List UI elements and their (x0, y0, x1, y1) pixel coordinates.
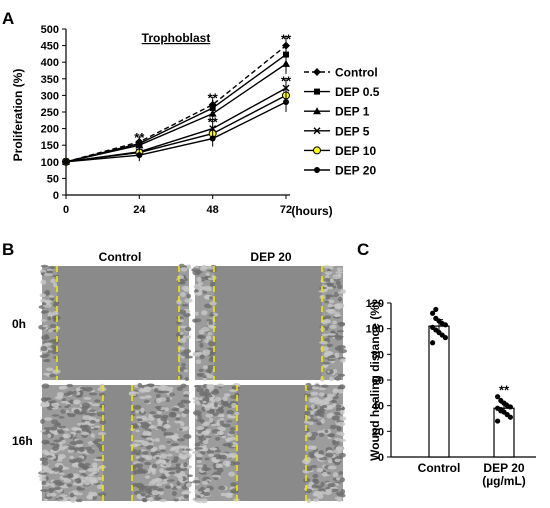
data-point (442, 335, 448, 341)
panel-letter-a: A (2, 9, 14, 28)
data-point (135, 141, 144, 149)
series-line (65, 87, 287, 163)
significance-label: ** (281, 32, 292, 47)
micrograph-dep20-16h (192, 382, 347, 504)
data-point (430, 340, 436, 346)
y-tick-label: 350 (41, 74, 59, 86)
significance-label: ** (208, 91, 219, 106)
data-point (495, 418, 501, 424)
panel-letter-c: C (357, 240, 369, 259)
significance-label: ** (499, 382, 510, 397)
significance-label: ** (281, 73, 292, 88)
data-point (430, 310, 436, 316)
x-tick-label: DEP 20 (483, 461, 524, 475)
significance-label: ** (208, 115, 219, 130)
data-point (433, 306, 439, 313)
y-tick-label: 300 (41, 90, 59, 102)
series-line (65, 53, 287, 163)
y-tick-label: 500 (41, 24, 59, 36)
x-tick-label: 48 (207, 204, 219, 216)
chart-title: Trophoblast (142, 31, 211, 45)
significance-label: ** (134, 130, 145, 145)
y-tick-label: 80 (372, 349, 384, 361)
legend-label: DEP 1 (335, 105, 370, 119)
y-tick-label: 50 (47, 173, 59, 185)
data-point (63, 158, 69, 165)
y-tick-label: 40 (372, 401, 384, 413)
y-axis-label: Proliferation (%) (11, 69, 25, 162)
data-point (442, 322, 448, 328)
data-point (136, 152, 143, 159)
column-label-control: Control (99, 250, 142, 264)
y-tick-label: 400 (41, 57, 59, 69)
y-tick-label: 0 (378, 452, 384, 464)
x-tick-label: 24 (133, 204, 146, 216)
data-point (208, 109, 217, 117)
data-point (282, 59, 290, 67)
micrograph-control-16h (38, 382, 194, 504)
micrograph-panel: Control DEP 20 0h 16h (12, 250, 348, 504)
legend-label: DEP 5 (335, 124, 370, 138)
panel-letter-b: B (2, 240, 14, 259)
micrograph-control-0h (38, 263, 193, 381)
x-tick-label: Control (418, 461, 461, 475)
legend-marker (314, 167, 320, 173)
y-tick-label: 200 (41, 124, 59, 136)
data-point (498, 408, 504, 414)
legend-label: DEP 0.5 (335, 85, 380, 99)
data-point (507, 404, 513, 410)
legend: Control DEP 0.5 DEP 1 DEP 5 DEP 10 DEP 20 (304, 66, 380, 178)
column-label-dep20: DEP 20 (250, 250, 291, 264)
y-tick-label: 100 (366, 324, 384, 336)
legend-label: DEP 10 (335, 144, 376, 158)
series-line (65, 101, 287, 163)
legend-marker (314, 88, 320, 95)
y-axis-label-c: Wound healing distance (%) (368, 301, 382, 461)
data-point (495, 394, 501, 400)
y-tick-label: 60 (372, 375, 384, 387)
x-axis-label: (hours) (291, 204, 332, 218)
y-tick-label: 150 (41, 140, 59, 152)
micrograph-dep20-0h (191, 264, 348, 382)
legend-marker (313, 127, 321, 135)
row-label-0h: 0h (12, 317, 26, 331)
series-line (65, 63, 287, 163)
data-point (283, 99, 289, 106)
legend-marker (313, 107, 321, 115)
series-line (65, 45, 287, 163)
x-tick-label: 72 (280, 204, 292, 216)
series-line (65, 94, 287, 163)
line-chart: Trophoblast Proliferation (%) (hours) 0 5… (11, 24, 380, 218)
y-tick-label: 20 (372, 426, 384, 438)
y-tick-label: 0 (53, 190, 59, 202)
legend-label: Control (335, 66, 378, 80)
y-tick-label: 100 (41, 157, 59, 169)
bar-chart: Wound healing distance (%) 0 20 40 60 80 100 1… (366, 298, 536, 488)
bar (428, 325, 450, 458)
legend-marker (313, 68, 321, 76)
x-tick-label: 0 (63, 204, 69, 216)
x-tick-label: (µg/mL) (482, 474, 526, 488)
y-tick-label: 120 (366, 298, 384, 310)
legend-label: DEP 20 (335, 164, 376, 178)
row-label-16h: 16h (12, 434, 33, 448)
legend-marker (313, 146, 321, 155)
data-point (209, 135, 216, 142)
y-tick-label: 450 (41, 41, 59, 53)
data-point (507, 414, 513, 420)
y-tick-label: 250 (41, 107, 59, 119)
